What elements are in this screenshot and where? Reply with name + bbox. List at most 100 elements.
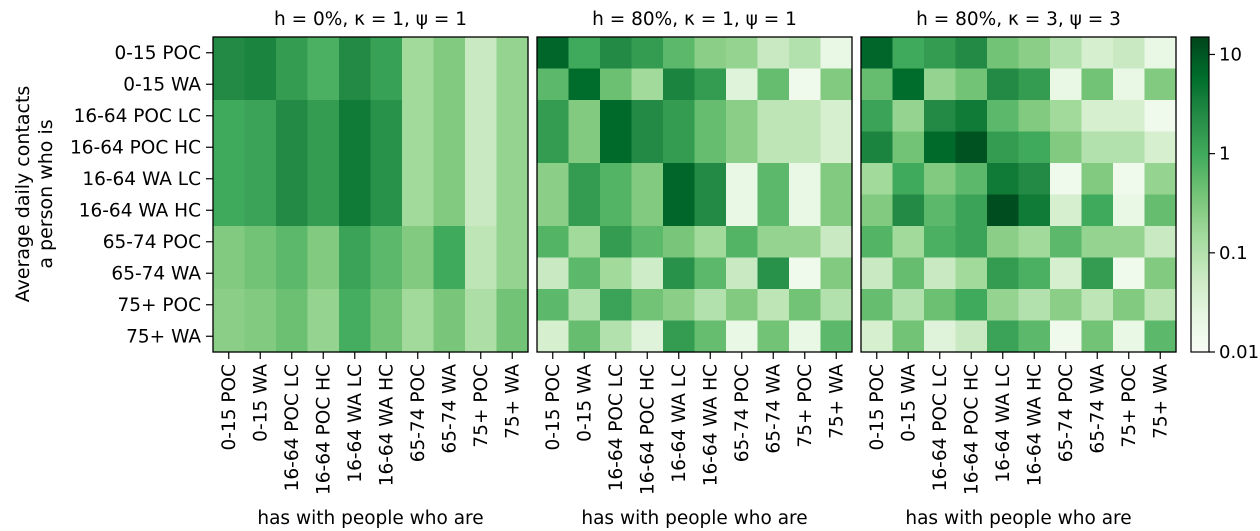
panel-frame xyxy=(536,36,853,353)
heatmap-cell xyxy=(433,131,466,164)
heatmap-cell xyxy=(861,226,894,259)
panel-xlabel: has with people who are xyxy=(581,508,807,529)
heatmap-cell xyxy=(568,226,601,259)
heatmap-cell xyxy=(892,100,925,133)
column-label-0-15-wa: 0-15 WA xyxy=(250,364,271,442)
heatmap-cell xyxy=(1113,289,1146,322)
heatmap-cell xyxy=(789,226,822,259)
heatmap-cell xyxy=(757,163,790,196)
heatmap-cell xyxy=(631,163,664,196)
heatmap-cell xyxy=(496,131,529,164)
heatmap-cell xyxy=(924,320,957,353)
heatmap-cell xyxy=(213,194,246,227)
heatmap-cell xyxy=(433,194,466,227)
colorbar: 0.01 0.1 1 10 xyxy=(1190,36,1259,363)
heatmap-cell xyxy=(789,257,822,290)
heatmap-cell xyxy=(537,257,570,290)
heatmap-cell xyxy=(892,37,925,70)
heatmap-cell xyxy=(924,289,957,322)
heatmap-cell xyxy=(789,289,822,322)
heatmap-cell xyxy=(213,163,246,196)
heatmap-cell xyxy=(213,289,246,322)
heatmap-cell xyxy=(694,37,727,70)
heatmap-cell xyxy=(276,289,309,322)
heatmap-cell xyxy=(244,257,277,290)
heatmap-cell xyxy=(892,257,925,290)
heatmap-cell xyxy=(244,163,277,196)
heatmap-cell xyxy=(339,226,372,259)
heatmap-cell xyxy=(987,37,1020,70)
row-labels: 0-15 POC 0-15 WA 16-64 POC LC 16-64 POC HC 1… xyxy=(70,43,213,347)
column-label-75-poc: 75+ POC xyxy=(795,364,816,448)
column-label-16-64-wa-hc: 16-64 WA HC xyxy=(376,364,397,486)
heatmap-cell xyxy=(987,100,1020,133)
heatmap-cell xyxy=(789,163,822,196)
panel-frame xyxy=(212,36,529,353)
heatmap-cell xyxy=(1113,131,1146,164)
heatmap-cell xyxy=(433,226,466,259)
heatmap-cell xyxy=(861,289,894,322)
heatmap-cell xyxy=(244,37,277,70)
heatmap-cell xyxy=(1018,194,1051,227)
heatmap-panel-1: h = 0%, κ = 1, ψ = 1 0-15 POC 0-15 WA 16-64… xyxy=(212,9,529,529)
panel-xlabel: has with people who are xyxy=(257,508,483,529)
heatmap-cell xyxy=(1081,37,1114,70)
heatmap-cell xyxy=(789,68,822,101)
heatmap-cell xyxy=(307,257,340,290)
heatmap-cell xyxy=(631,37,664,70)
heatmap-cell xyxy=(757,100,790,133)
colorbar-tick-label: 1 xyxy=(1219,144,1230,165)
heatmap-cell xyxy=(1144,68,1177,101)
heatmap-cell xyxy=(433,163,466,196)
heatmap-cell xyxy=(1081,257,1114,290)
heatmap-cell xyxy=(339,194,372,227)
heatmap-cell xyxy=(402,320,435,353)
heatmap-cell xyxy=(1081,68,1114,101)
heatmap-cell xyxy=(861,100,894,133)
heatmap-cell xyxy=(402,68,435,101)
heatmap-cell xyxy=(924,37,957,70)
heatmap-cell xyxy=(433,320,466,353)
heatmap-cell xyxy=(537,68,570,101)
heatmap-cell xyxy=(631,131,664,164)
heatmap-cell xyxy=(789,320,822,353)
heatmap-cell xyxy=(820,37,853,70)
heatmap-cell xyxy=(924,226,957,259)
heatmap-cell xyxy=(568,163,601,196)
heatmap-cell xyxy=(1144,194,1177,227)
heatmap-cell xyxy=(600,68,633,101)
heatmap-cell xyxy=(537,194,570,227)
heatmap-cell xyxy=(1081,194,1114,227)
heatmap-cell xyxy=(726,226,759,259)
heatmap-cell xyxy=(496,194,529,227)
heatmap-cell xyxy=(987,68,1020,101)
heatmap-cell xyxy=(757,194,790,227)
heatmap-cell xyxy=(402,100,435,133)
heatmap-cell xyxy=(631,289,664,322)
heatmap-cell xyxy=(307,289,340,322)
heatmap-cell xyxy=(402,194,435,227)
heatmap-cell xyxy=(861,131,894,164)
heatmap-cell xyxy=(465,131,498,164)
heatmap-cell xyxy=(568,100,601,133)
heatmap-cell xyxy=(370,194,403,227)
heatmap-cell xyxy=(370,163,403,196)
heatmap-cell xyxy=(496,289,529,322)
heatmap-cell xyxy=(433,257,466,290)
heatmap-cell xyxy=(820,194,853,227)
heatmap-cell xyxy=(861,257,894,290)
heatmap-cell xyxy=(1081,320,1114,353)
heatmap-cell xyxy=(568,194,601,227)
heatmap-cell xyxy=(1018,100,1051,133)
heatmap-cell xyxy=(726,320,759,353)
heatmap-cell xyxy=(924,257,957,290)
heatmap-cell xyxy=(820,289,853,322)
row-label-16-64-poc-lc: 16-64 POC LC xyxy=(74,106,201,127)
heatmap-cell xyxy=(402,163,435,196)
heatmap-cell xyxy=(1081,131,1114,164)
colorbar-tick-label: 0.1 xyxy=(1219,243,1248,264)
heatmap-cell xyxy=(276,320,309,353)
heatmap-cell xyxy=(987,289,1020,322)
heatmap-cell xyxy=(1113,163,1146,196)
